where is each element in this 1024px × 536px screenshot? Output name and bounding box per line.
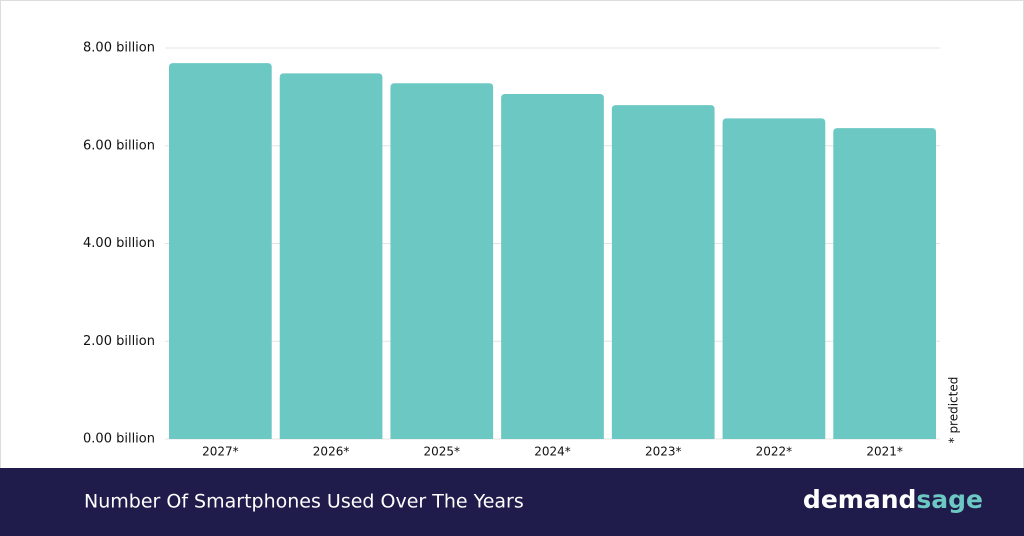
y-tick-label: 6.00 billion bbox=[83, 138, 155, 153]
x-tick-label: 2021* bbox=[866, 445, 903, 459]
y-tick-label: 0.00 billion bbox=[83, 432, 155, 447]
brand-part: demand bbox=[803, 485, 916, 514]
x-tick-label: 2023* bbox=[645, 445, 682, 459]
bar bbox=[390, 83, 494, 439]
y-tick-label: 4.00 billion bbox=[83, 236, 155, 251]
x-tick-label: 2024* bbox=[534, 445, 571, 459]
bar bbox=[169, 63, 272, 440]
annotation: * predicted bbox=[947, 377, 961, 444]
brand: demandsage bbox=[803, 485, 983, 514]
bar bbox=[611, 105, 715, 439]
x-tick-label: 2022* bbox=[756, 445, 793, 459]
x-tick-label: 2025* bbox=[424, 445, 461, 459]
bar bbox=[501, 93, 604, 439]
y-tick-label: 2.00 billion bbox=[83, 334, 155, 349]
x-tick-label: 2026* bbox=[313, 445, 350, 459]
brand-part: sage bbox=[916, 485, 983, 514]
footer bbox=[0, 468, 1024, 536]
y-tick-label: 8.00 billion bbox=[83, 41, 155, 56]
x-tick-label: 2027* bbox=[202, 445, 239, 459]
bar bbox=[833, 128, 936, 439]
chart-title: Number Of Smartphones Used Over The Year… bbox=[84, 491, 524, 513]
bar bbox=[722, 118, 826, 439]
bar bbox=[279, 73, 383, 439]
